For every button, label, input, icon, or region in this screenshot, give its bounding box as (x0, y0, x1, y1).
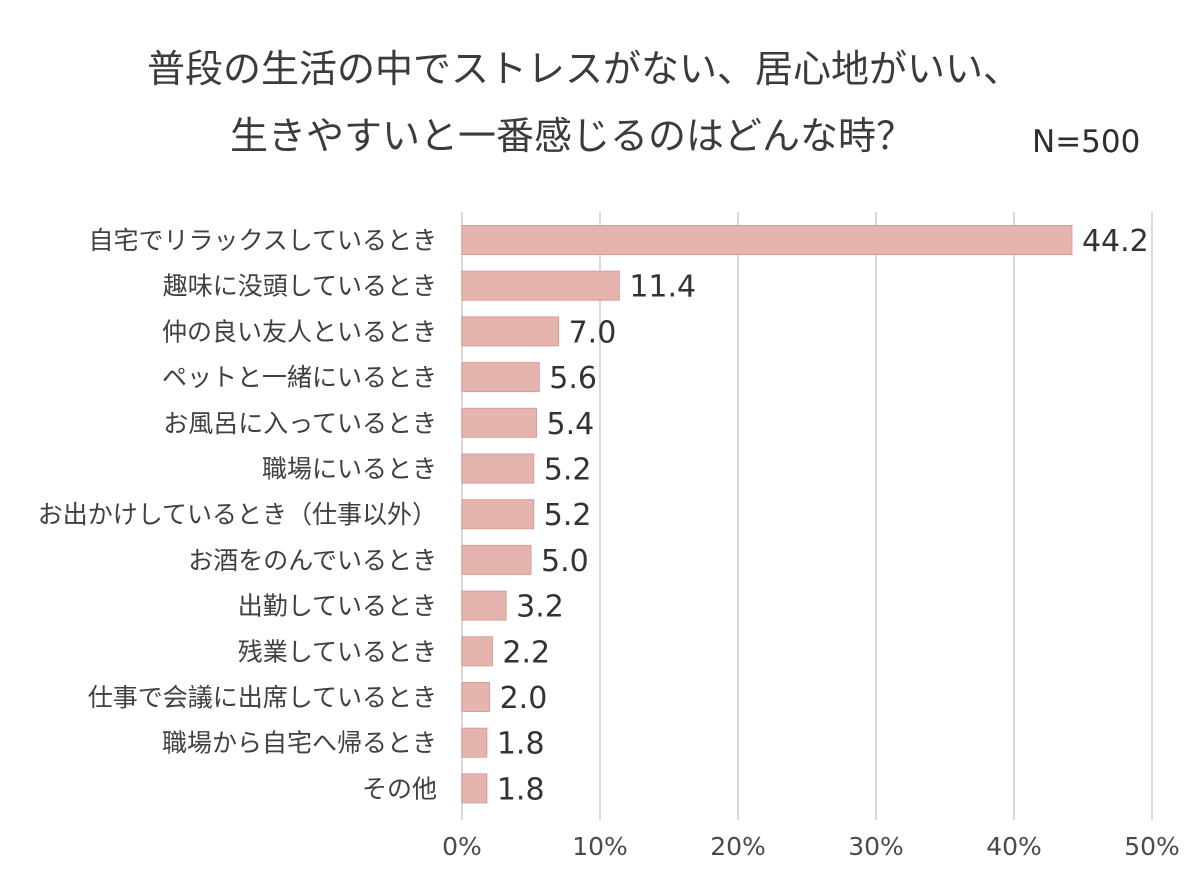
bar-3 (461, 362, 540, 393)
category-label-4: お風呂に入っているとき (163, 409, 437, 438)
value-label-7: 5.0 (541, 544, 589, 579)
x-tick-label-5: 50% (1124, 832, 1180, 861)
category-label-1: 趣味に没頭しているとき (163, 272, 437, 301)
value-label-4: 5.4 (547, 407, 595, 442)
bar-12 (461, 773, 488, 804)
category-label-6: お出かけしているとき（仕事以外） (38, 500, 437, 529)
bar-1 (461, 270, 620, 301)
bar-8 (461, 590, 507, 621)
bar-9 (461, 636, 493, 667)
value-label-3: 5.6 (549, 361, 597, 396)
category-label-5: 職場にいるとき (262, 455, 437, 484)
category-label-10: 仕事で会議に出席しているとき (88, 683, 437, 712)
value-label-11: 1.8 (497, 727, 545, 762)
category-label-2: 仲の良い友人といるとき (162, 317, 437, 346)
x-tick-label-3: 30% (848, 832, 904, 861)
value-label-9: 2.2 (502, 635, 550, 670)
bar-0 (461, 225, 1073, 255)
value-label-8: 3.2 (516, 590, 564, 625)
x-tick-label-2: 20% (710, 832, 766, 861)
category-label-9: 残業しているとき (238, 637, 437, 666)
value-label-12: 1.8 (497, 772, 545, 807)
bar-5 (461, 453, 535, 484)
value-label-5: 5.2 (544, 453, 592, 488)
value-label-10: 2.0 (500, 681, 548, 716)
category-label-0: 自宅でリラックスしているとき (88, 226, 437, 255)
value-label-1: 11.4 (629, 270, 696, 305)
value-label-0: 44.2 (1082, 224, 1149, 259)
chart-title-line-2: 生きやすいと一番感じるのはどんな時？ (229, 114, 914, 158)
x-tick-label-4: 40% (986, 832, 1042, 861)
sample-size-label: N=500 (1032, 124, 1141, 160)
bar-7 (461, 544, 532, 575)
chart-title-line-1: 普段の生活の中でストレスがない、居心地がいい、 (146, 47, 1021, 91)
bar-2 (461, 316, 560, 347)
value-label-2: 7.0 (569, 315, 617, 350)
category-label-3: ペットと一緒にいるとき (162, 363, 437, 392)
category-label-7: お酒をのんでいるとき (188, 546, 437, 575)
x-tick-label-0: 0% (442, 832, 482, 861)
category-label-8: 出勤しているとき (238, 592, 437, 621)
value-label-6: 5.2 (544, 498, 592, 533)
bar-6 (461, 499, 535, 530)
category-label-12: その他 (362, 774, 437, 803)
x-tick-label-1: 10% (572, 832, 628, 861)
bar-11 (461, 727, 488, 758)
bar-10 (461, 682, 491, 712)
bar-4 (461, 407, 538, 438)
category-label-11: 職場から自宅へ帰るとき (162, 729, 437, 758)
